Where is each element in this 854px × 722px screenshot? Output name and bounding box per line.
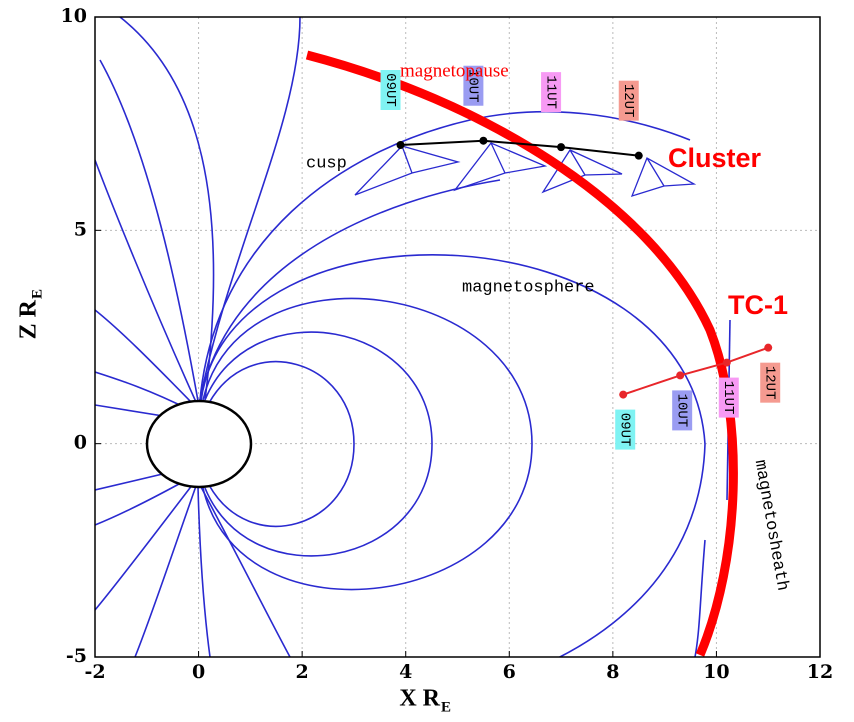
time-label: 09UT — [617, 413, 633, 447]
time-label: 10UT — [673, 394, 689, 428]
y-tick-label: 10 — [61, 5, 87, 27]
cluster-label: Cluster — [668, 143, 762, 173]
y-tick-label: -5 — [66, 645, 87, 667]
earth — [147, 401, 251, 487]
x-tick-label: 10 — [703, 661, 729, 683]
position-point — [619, 391, 627, 399]
x-tick-label: -2 — [84, 661, 105, 683]
y-tick-label: 0 — [74, 432, 87, 454]
chart: 09UT10UT11UT12UT09UT10UT11UT12UT magneto… — [0, 0, 854, 722]
position-point — [764, 344, 772, 352]
y-axis-label-sub: E — [29, 289, 45, 299]
x-tick-label: 4 — [399, 661, 412, 683]
x-tick-label: 0 — [192, 661, 205, 683]
y-axis-label: Z R — [16, 299, 42, 339]
position-point — [723, 359, 731, 367]
position-point — [479, 137, 487, 145]
y-tick-label: 5 — [74, 218, 87, 240]
tc1-label: TC-1 — [728, 290, 788, 320]
x-tick-label: 6 — [503, 661, 516, 683]
position-point — [397, 141, 405, 149]
time-label: 12UT — [762, 366, 778, 400]
x-tick-label: 8 — [606, 661, 619, 683]
magnetopause-label: magnetopause — [400, 60, 509, 81]
x-tick-label: 12 — [807, 661, 833, 683]
x-axis-label: X R — [399, 686, 440, 712]
position-point — [557, 143, 565, 151]
time-label: 11UT — [720, 381, 736, 415]
time-label: 11UT — [542, 75, 558, 109]
x-tick-label: 2 — [296, 661, 309, 683]
x-axis-label-sub: E — [441, 699, 451, 715]
time-label: 12UT — [620, 84, 636, 118]
position-point — [635, 152, 643, 160]
cusp-label: cusp — [306, 154, 347, 173]
magnetosphere-label: magnetosphere — [462, 278, 595, 297]
position-point — [676, 371, 684, 379]
time-label: 09UT — [382, 73, 398, 107]
